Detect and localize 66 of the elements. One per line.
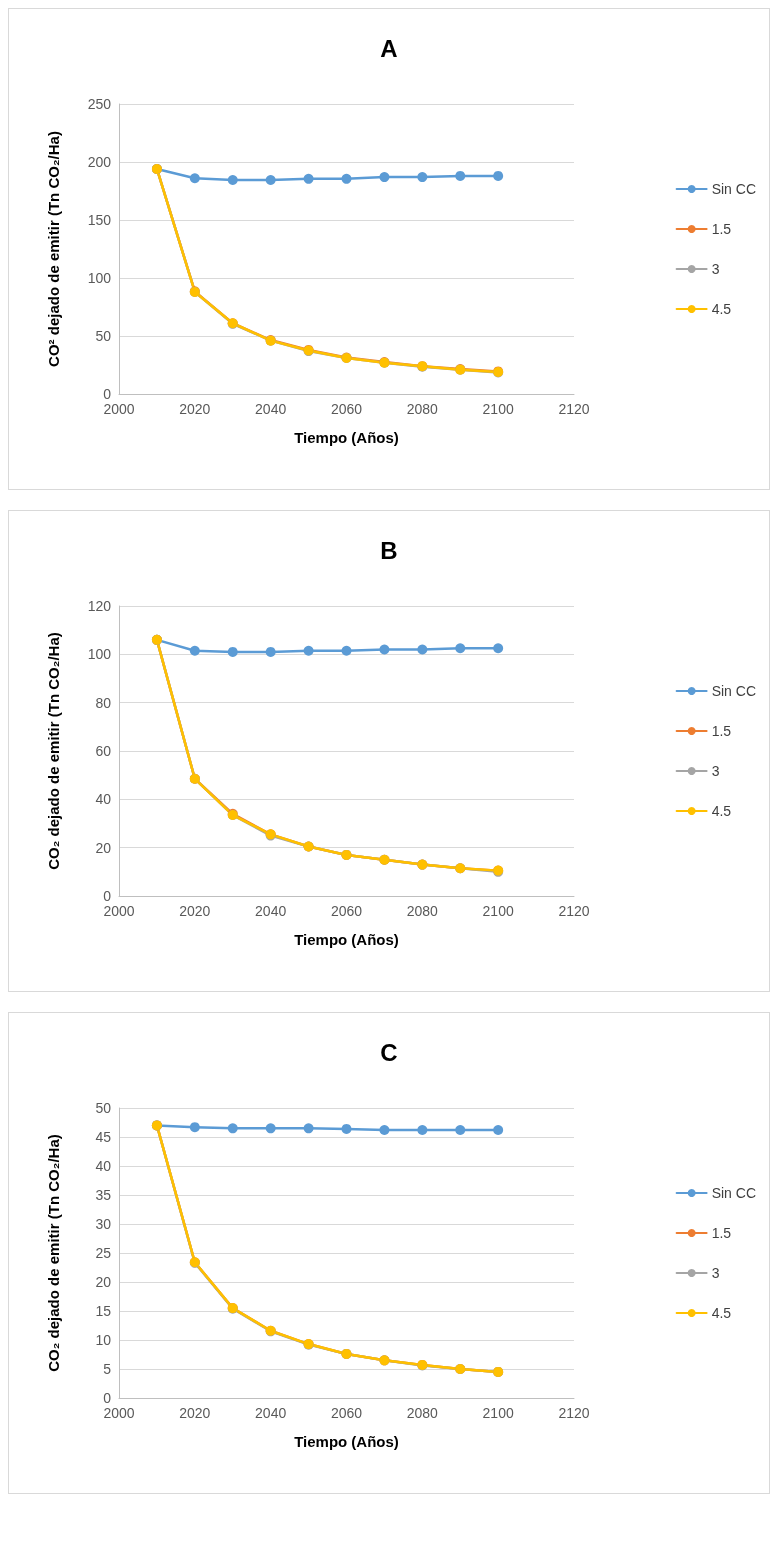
x-tick-label: 2040 <box>255 903 287 919</box>
x-axis-title: Tiempo (Años) <box>294 1433 399 1450</box>
y-tick-label: 0 <box>103 1390 112 1406</box>
x-tick-label: 2100 <box>482 1405 514 1421</box>
y-tick-label: 5 <box>103 1361 112 1377</box>
legend-label: 4.5 <box>711 803 732 819</box>
y-tick-label: 200 <box>87 154 112 170</box>
x-tick-label: 2120 <box>558 903 590 919</box>
y-tick-label: 50 <box>95 328 112 344</box>
y-axis-title: CO² dejado de emitir (Tn CO₂/Ha) <box>45 131 62 367</box>
x-tick-label: 2020 <box>179 903 211 919</box>
chart-title: B <box>380 536 398 564</box>
x-tick-label: 2000 <box>103 401 135 417</box>
y-tick-label: 0 <box>103 888 112 904</box>
x-tick-label: 2040 <box>255 1405 287 1421</box>
x-tick-label: 2120 <box>558 401 590 417</box>
y-tick-label: 80 <box>95 694 112 711</box>
x-tick-label: 2060 <box>330 1405 363 1421</box>
x-tick-label: 2040 <box>255 401 287 417</box>
y-tick-label: 40 <box>95 791 112 808</box>
legend-label: 3 <box>711 763 720 779</box>
x-tick-label: 2080 <box>406 1405 439 1421</box>
y-tick-label: 35 <box>95 1187 112 1203</box>
y-axis-title: CO₂ dejado de emitir (Tn CO₂/Ha) <box>45 1134 62 1372</box>
y-axis-title: CO₂ dejado de emitir (Tn CO₂/Ha) <box>45 632 62 870</box>
legend-label: Sin CC <box>711 683 757 699</box>
y-tick-label: 20 <box>95 839 112 856</box>
legend-label: 4.5 <box>711 1305 732 1321</box>
x-tick-label: 2100 <box>482 401 514 417</box>
x-tick-label: 2060 <box>330 401 363 417</box>
chart-title: C <box>380 1038 398 1066</box>
y-tick-label: 20 <box>95 1274 112 1290</box>
x-tick-label: 2080 <box>406 401 439 417</box>
y-tick-label: 15 <box>95 1303 112 1319</box>
x-tick-label: 2000 <box>103 903 135 919</box>
legend-label: 4.5 <box>711 301 732 317</box>
x-tick-label: 2060 <box>330 903 363 919</box>
legend-label: Sin CC <box>711 181 757 197</box>
y-tick-label: 60 <box>95 743 112 759</box>
legend-label: 1.5 <box>711 723 732 739</box>
y-tick-label: 150 <box>87 212 112 228</box>
y-tick-label: 10 <box>95 1332 112 1348</box>
y-tick-label: 120 <box>87 598 112 614</box>
y-tick-label: 250 <box>87 96 112 112</box>
x-axis-title: Tiempo (Años) <box>294 429 399 446</box>
y-tick-label: 0 <box>103 386 112 402</box>
legend-label: 3 <box>711 261 720 277</box>
legend-label: 1.5 <box>711 1225 732 1241</box>
x-tick-label: 2100 <box>482 903 514 919</box>
y-tick-label: 25 <box>95 1245 112 1261</box>
x-tick-label: 2020 <box>179 1405 211 1421</box>
x-axis-title: Tiempo (Años) <box>294 931 399 948</box>
y-tick-label: 40 <box>95 1158 112 1174</box>
chart-title: A <box>380 34 398 62</box>
y-tick-label: 45 <box>95 1129 112 1145</box>
y-tick-label: 100 <box>87 646 112 663</box>
legend-label: 3 <box>711 1265 720 1281</box>
x-tick-label: 2120 <box>558 1405 590 1421</box>
x-tick-label: 2080 <box>406 903 439 919</box>
y-tick-label: 50 <box>95 1100 112 1116</box>
legend-label: Sin CC <box>711 1185 757 1201</box>
y-tick-label: 30 <box>95 1216 112 1232</box>
x-tick-label: 2000 <box>103 1405 135 1421</box>
legend-label: 1.5 <box>711 221 732 237</box>
x-tick-label: 2020 <box>179 401 211 417</box>
y-tick-label: 100 <box>87 270 112 286</box>
